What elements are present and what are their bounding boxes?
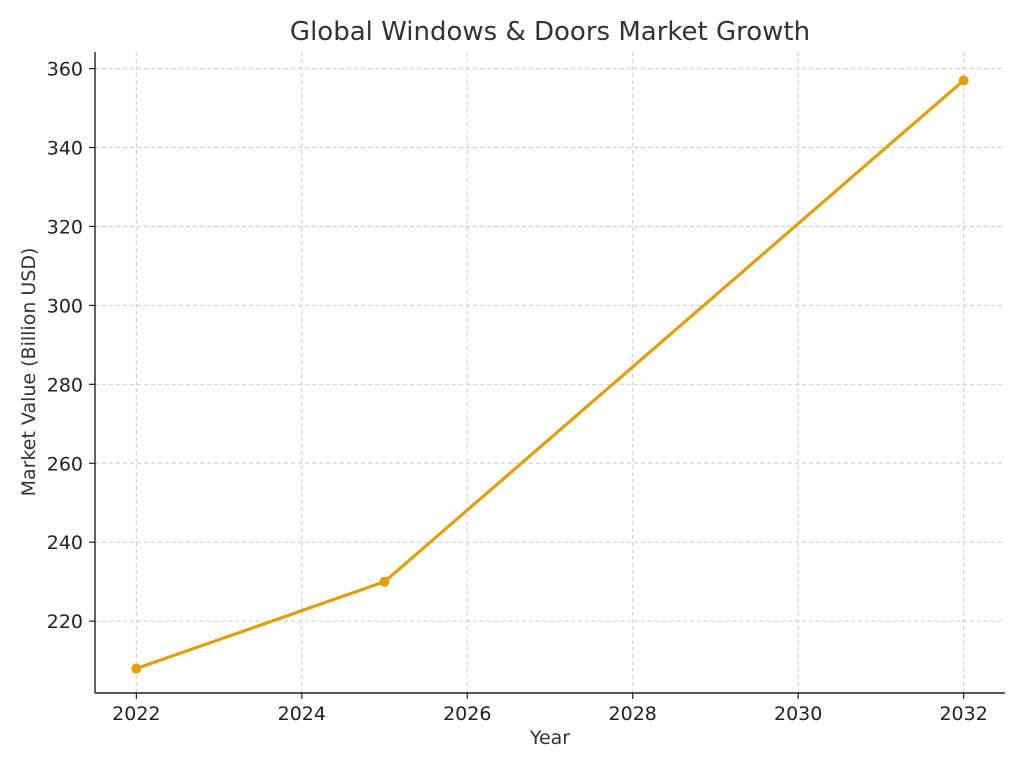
- x-tick-label: 2024: [278, 703, 326, 725]
- ticks: 2022 2024 2026 2028 2030 2032 220 240 260 280 300 3…: [47, 59, 988, 725]
- x-tick-label: 2022: [112, 703, 160, 725]
- chart-title: Global Windows & Doors Market Growth: [290, 17, 810, 47]
- y-tick-label: 360: [47, 59, 83, 81]
- y-axis-label: Market Value (Billion USD): [18, 248, 40, 497]
- x-axis-label: Year: [529, 727, 570, 749]
- data-point: [131, 663, 142, 674]
- data-point: [379, 576, 390, 587]
- y-tick-label: 340: [47, 138, 83, 160]
- data-point: [958, 75, 969, 86]
- series: [131, 75, 969, 674]
- x-tick-label: 2032: [939, 703, 987, 725]
- grid: [95, 52, 1005, 693]
- x-tick-label: 2030: [774, 703, 822, 725]
- y-tick-label: 240: [47, 532, 83, 554]
- series-line: [134, 78, 966, 671]
- y-tick-label: 280: [47, 374, 83, 396]
- x-tick-label: 2026: [443, 703, 491, 725]
- y-tick-label: 260: [47, 453, 83, 475]
- x-tick-label: 2028: [609, 703, 657, 725]
- y-tick-label: 220: [47, 611, 83, 633]
- y-tick-label: 320: [47, 216, 83, 238]
- y-tick-label: 300: [47, 295, 83, 317]
- axes: [94, 52, 1005, 694]
